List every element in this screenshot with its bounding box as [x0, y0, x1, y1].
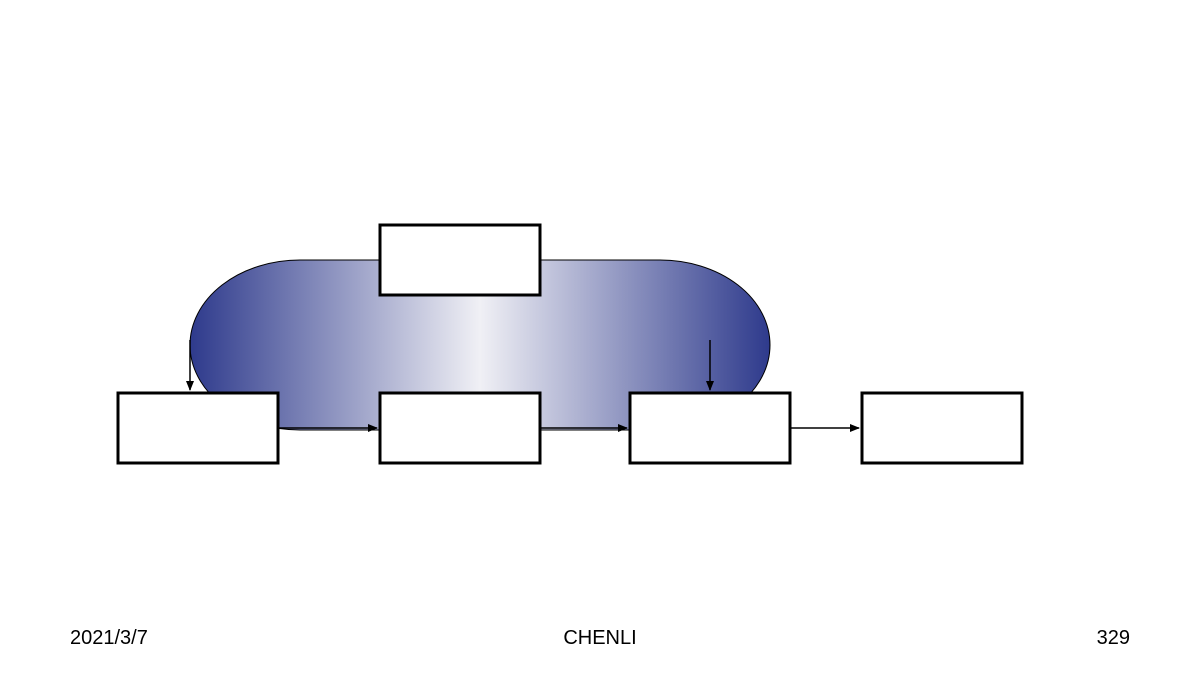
node-n4 [862, 393, 1022, 463]
footer: 2021/3/7 CHENLI 329 [0, 627, 1200, 650]
node-n3 [630, 393, 790, 463]
footer-date: 2021/3/7 [70, 627, 148, 650]
footer-page-number: 329 [1097, 627, 1130, 650]
node-top [380, 225, 540, 295]
node-n1 [118, 393, 278, 463]
diagram-canvas [0, 0, 1200, 680]
node-n2 [380, 393, 540, 463]
footer-author: CHENLI [563, 627, 636, 650]
